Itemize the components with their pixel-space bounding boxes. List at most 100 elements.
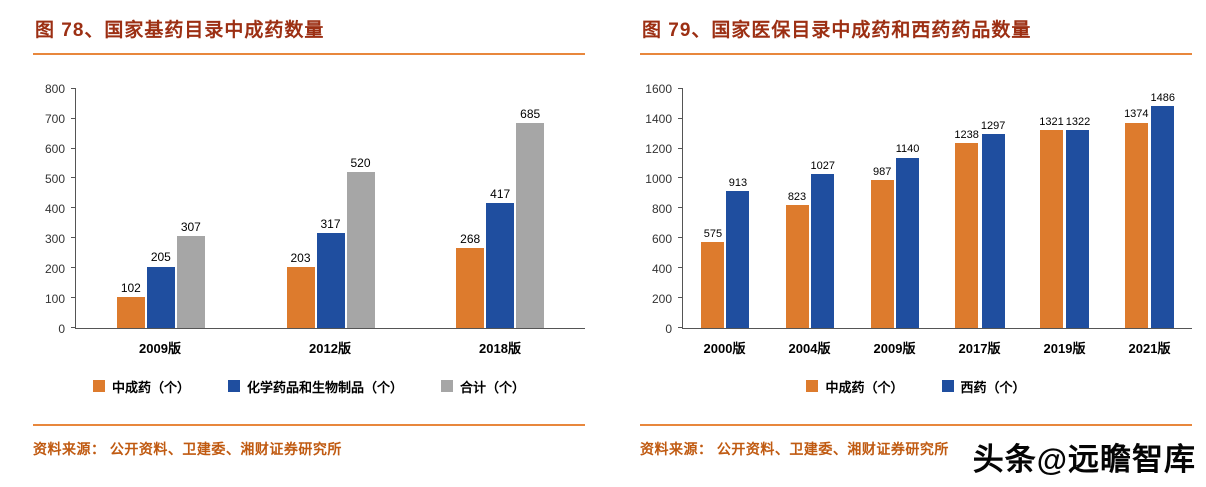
legend-item: 中成药（个） [806,377,904,396]
bar-group: 823 1027 [768,89,853,328]
plot-wrap: 575 913 823 1027 987 1140 1238 1297 1321 1322 1374… [678,87,1192,357]
bar [785,204,809,328]
y-axis-tick-mark [71,326,76,328]
x-axis-label: 2018版 [479,340,521,356]
bar [870,180,894,328]
chart-area: 0 200 400 600 800 1000 1200 1400 1600 575 913 823 1… [640,83,1192,357]
bar [701,241,725,328]
y-axis-tick-label: 800 [651,201,672,216]
bar-value-label: 205 [150,250,171,265]
x-axis-label: 2009版 [139,340,181,356]
legend-swatch [227,380,240,393]
y-axis-tick-label: 0 [665,321,672,336]
chart-title: 图 79、国家医保目录中成药和西药药品数量 [640,14,1192,55]
bar-value-label: 1374 [1124,108,1149,121]
bar-with-label: 913 [726,89,750,328]
y-axis-tick-mark [678,147,683,149]
y-axis-tick-mark [71,87,76,89]
legend-item: 中成药（个） [92,377,190,396]
y-axis-tick-mark [71,207,76,209]
bar-with-label: 1322 [1066,89,1090,328]
bar-with-label: 317 [316,89,345,328]
y-axis-tick-label: 800 [44,81,65,96]
bar-value-label: 1027 [810,160,835,173]
bar-value-label: 1322 [1065,116,1091,129]
bar [1066,130,1090,328]
legend-swatch [941,380,954,393]
bar [981,134,1005,328]
bar-value-label: 102 [120,281,141,296]
report-page: 图 78、国家基药目录中成药数量 0 100 200 300 400 500 600 700 8… [33,14,1192,459]
y-axis-tick-mark [678,267,683,269]
bar-with-label: 307 [176,89,205,328]
bar-group: 1321 1322 [1022,89,1107,328]
legend-swatch [92,380,105,393]
y-axis-tick-mark [678,326,683,328]
bar-value-label: 1238 [954,128,979,141]
y-axis-tick-mark [71,147,76,149]
y-axis-tick-label: 500 [44,171,65,186]
bar-value-label: 268 [460,231,481,246]
bar-with-label: 1238 [954,89,979,328]
bar-group: 575 913 [683,89,768,328]
legend-label: 西药（个） [960,379,1026,395]
bar-with-label: 987 [870,89,894,328]
y-axis-tick-mark [71,177,76,179]
bar-value-label: 913 [728,177,748,190]
legend-label: 合计（个） [460,379,526,395]
bar [116,297,145,328]
y-axis-tick-label: 0 [58,321,65,336]
x-axis-label: 2009版 [873,340,916,356]
bar-with-label: 520 [346,89,375,328]
bar-with-label: 417 [486,89,515,328]
bar-group: 268 417 685 [415,89,585,328]
y-axis-tick-label: 400 [651,261,672,276]
y-axis-tick-mark [678,87,683,89]
bar-with-label: 823 [785,89,809,328]
bar-with-label: 203 [286,89,315,328]
x-axis-label: 2000版 [703,340,746,356]
legend-label: 化学药品和生物制品（个） [246,379,403,395]
bar-with-label: 1374 [1124,89,1149,328]
bar-value-label: 1486 [1150,91,1176,104]
y-axis-tick-mark [678,177,683,179]
bar-group: 987 1140 [853,89,938,328]
legend-label: 中成药（个） [111,379,190,395]
bar-with-label: 1027 [811,89,835,328]
bar-value-label: 1140 [895,143,920,156]
bar [726,191,750,328]
bar-with-label: 575 [701,89,725,328]
bar-value-label: 1297 [980,119,1006,132]
y-axis-tick-label: 1600 [645,81,672,96]
bar-group: 102 205 307 [76,89,246,328]
bar [1124,122,1148,328]
y-axis-tick-label: 1400 [645,111,672,126]
legend-item: 西药（个） [941,377,1026,396]
y-axis-tick-label: 200 [651,291,672,306]
legend-item: 合计（个） [441,377,525,396]
bar-group: 1374 1486 [1107,89,1192,328]
bar-value-label: 203 [290,250,311,265]
bar-with-label: 1140 [895,89,920,328]
bar-chart-essential-drugs: 0 100 200 300 400 500 600 700 800 102 205 307 203 31… [33,55,585,396]
bar-value-label: 1321 [1039,116,1064,129]
y-axis-tick-label: 600 [44,141,65,156]
x-axis: 2000版 2004版 2009版 2017版 2019版 2021版 [682,338,1192,357]
plot-area: 102 205 307 203 317 520 268 417 685 [71,87,585,329]
x-axis-label: 2004版 [788,340,831,356]
plot-area: 575 913 823 1027 987 1140 1238 1297 1321 1322 1374… [678,87,1192,329]
y-axis-tick-mark [678,237,683,239]
y-axis-tick-label: 1200 [645,141,672,156]
bar-value-label: 417 [490,187,511,202]
source-note: 资料来源： 公开资料、卫建委、湘财证券研究所 [640,423,1192,459]
bar-with-label: 1321 [1039,89,1064,328]
bar [146,266,175,328]
y-axis-tick-mark [71,296,76,298]
bar-with-label: 685 [516,89,545,328]
legend-swatch [806,380,819,393]
legend: 中成药（个） 西药（个） [640,377,1192,396]
bar-value-label: 823 [787,190,807,203]
x-axis-label: 2021版 [1128,340,1171,356]
y-axis-tick-label: 200 [44,261,65,276]
bar-chart-medical-insurance: 0 200 400 600 800 1000 1200 1400 1600 575 913 823 1… [640,55,1192,396]
